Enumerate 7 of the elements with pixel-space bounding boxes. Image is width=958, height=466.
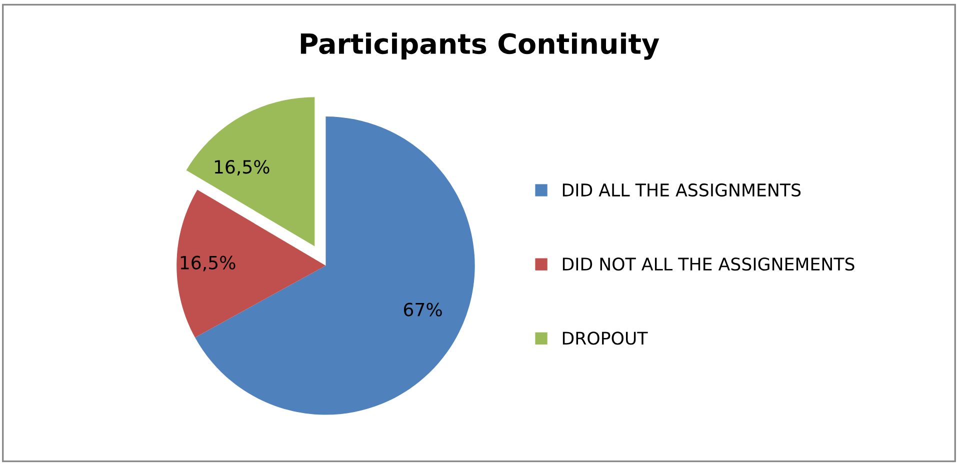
legend-label: DROPOUT [562,332,648,345]
chart-title: Participants Continuity [300,32,660,60]
data-label: 67% [404,302,442,316]
data-label: 16,5% [180,256,236,272]
data-label: 16,5% [214,160,270,176]
legend-label: DID ALL THE ASSIGNMENTS [562,183,801,197]
legend-label: DID NOT ALL THE ASSIGNEMENTS [562,258,854,271]
